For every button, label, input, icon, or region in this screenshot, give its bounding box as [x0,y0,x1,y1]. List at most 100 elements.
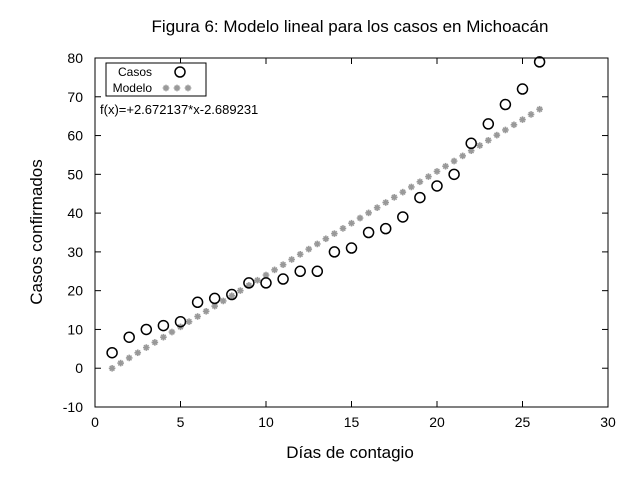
model-point [408,183,415,191]
model-point [125,354,133,362]
legend-label-casos: Casos [118,65,152,79]
case-point [345,242,358,254]
model-point [305,245,313,253]
model-point [493,131,501,139]
model-point [373,204,381,211]
y-tick-label: 60 [67,128,83,144]
case-point [465,137,477,150]
model-point [425,173,432,180]
case-point [499,98,512,111]
model-point [279,261,287,268]
model-point [160,333,167,341]
case-point [362,226,375,239]
legend: Casos Modelo [113,65,192,95]
model-point [502,126,509,134]
y-tick-label: 40 [67,205,83,221]
model-point [442,162,449,170]
model-point [271,266,278,274]
model-point [536,105,543,113]
y-tick-label: 30 [67,244,83,260]
y-tick-label: 20 [67,283,83,299]
model-point [237,287,244,294]
case-point [243,277,255,289]
model-point [151,339,159,346]
model-point [331,230,338,237]
case-point [448,168,460,181]
case-point [140,323,153,336]
axis-ticks: 0 5 10 15 20 25 30 -10 0 10 20 30 40 50 60 70 80 [63,50,616,430]
model-point [365,209,372,217]
model-point [450,157,458,165]
y-axis-label: Casos confirmados [27,159,46,305]
model-point [390,194,398,201]
x-axis-label: Días de contagio [286,443,414,462]
case-point [174,315,187,328]
case-point [294,265,306,278]
y-tick-label: 0 [75,360,83,376]
model-point [108,364,116,372]
model-point [459,152,466,160]
case-point [106,346,118,359]
legend-label-modelo: Modelo [113,81,153,95]
case-point [379,222,392,235]
model-point [288,256,295,263]
case-point [311,265,324,278]
case-point [191,296,204,309]
model-point [194,313,201,320]
x-tick-label: 5 [177,414,185,430]
model-point [296,251,304,258]
model-point [399,188,407,196]
model-equation: f(x)=+2.672137*x-2.689231 [100,102,258,117]
case-point [414,191,426,204]
case-point [482,118,495,130]
model-point [322,235,330,243]
y-tick-label: 80 [67,50,83,66]
model-point [510,121,518,129]
model-point [314,240,321,248]
model-point [117,359,124,367]
legend-box [105,62,207,97]
case-point [123,331,135,343]
y-tick-label: 10 [67,321,83,337]
model-point [185,318,193,325]
y-tick-label: 50 [67,166,83,182]
case-point [260,277,272,289]
model-point [143,344,150,351]
case-point [226,288,238,301]
y-tick-label: -10 [63,399,83,415]
model-point [254,276,261,284]
model-point [219,297,227,305]
model-point [527,111,535,118]
x-tick-label: 10 [258,414,274,430]
chart-title: Figura 6: Modelo lineal para los casos e… [152,17,549,36]
model-point [519,116,526,123]
case-point [277,273,289,285]
model-point [416,178,424,186]
model-point [348,219,355,227]
model-point [356,214,364,222]
model-point [433,168,441,175]
legend-marker-modelo [184,84,192,92]
case-point [208,292,221,305]
x-tick-label: 0 [91,414,99,430]
legend-marker-modelo [173,84,181,92]
model-point [476,142,484,149]
legend-marker-casos [174,66,186,78]
case-point [157,319,170,332]
y-tick-label: 70 [67,89,83,105]
model-point [168,328,176,336]
model-point [228,292,236,300]
model-point [134,349,142,357]
model-point [262,271,270,279]
x-tick-label: 25 [515,414,531,430]
model-point [485,137,492,144]
case-point [533,56,546,68]
x-tick-label: 15 [344,414,360,430]
legend-marker-modelo [162,84,170,92]
x-tick-label: 30 [600,414,616,430]
model-point [339,225,347,232]
case-point [397,211,409,223]
case-point [328,246,341,258]
model-point [202,307,210,315]
